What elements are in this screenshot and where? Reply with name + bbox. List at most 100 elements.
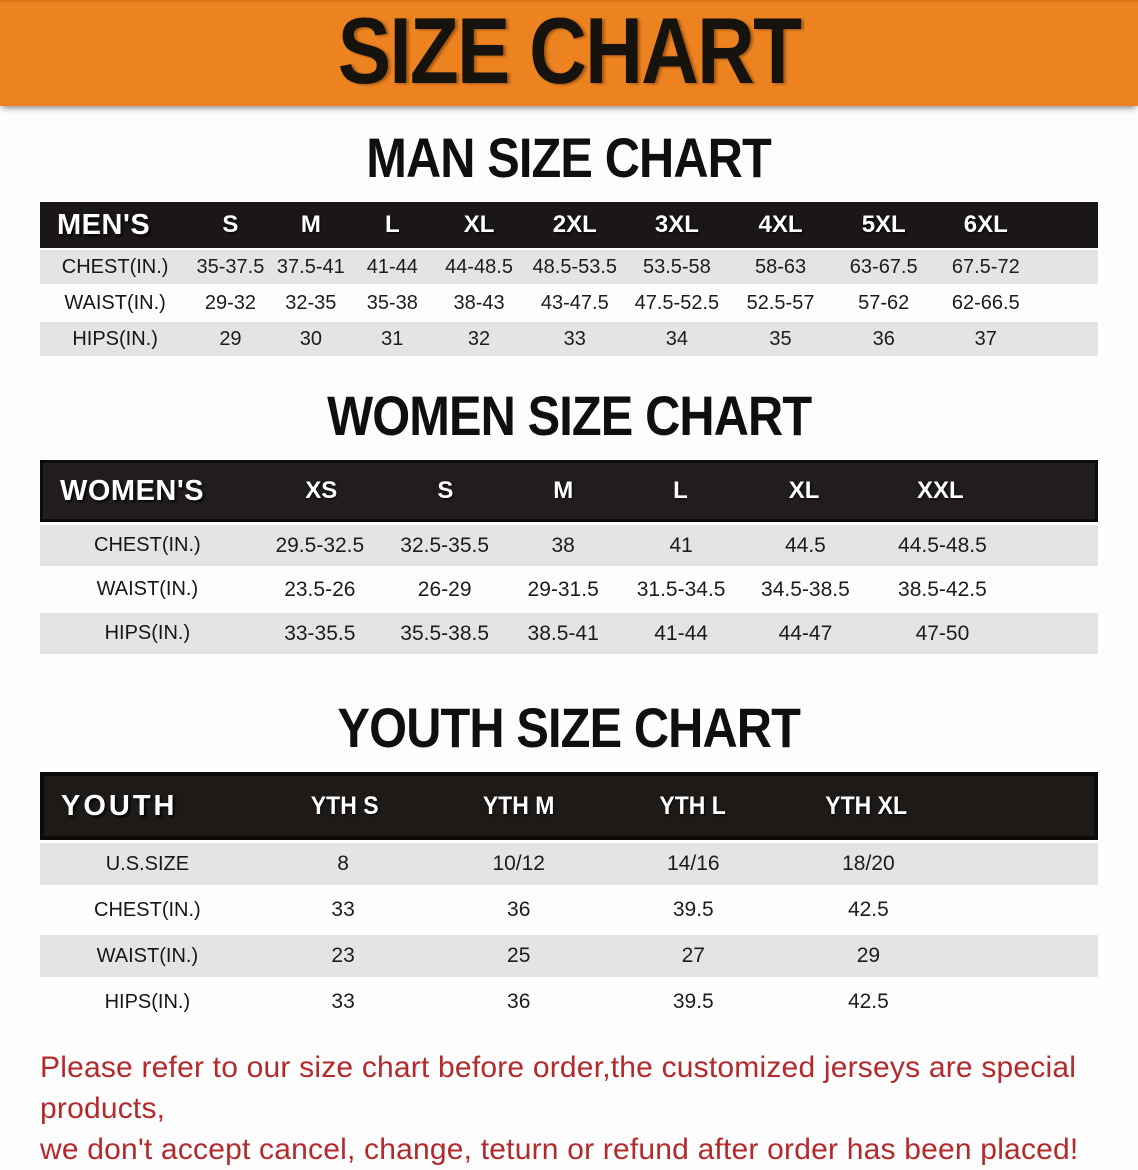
men-heading-text: MAN SIZE CHART [366, 126, 773, 189]
women-chest-row: CHEST(IN.) 29.5-32.5 32.5-35.5 38 41 44.… [40, 525, 1098, 566]
row-label: CHEST(IN.) [61, 255, 169, 278]
cell-value: 29-31.5 [527, 577, 599, 601]
cell-value: 41-44 [366, 255, 418, 278]
cell-value: 29.5-32.5 [275, 533, 365, 557]
women-size-table: WOMEN'S XS S M L XL XXL CHEST(IN.) 29.5-… [40, 460, 1098, 654]
youth-table-header-row: YOUTH YTH S YTH M YTH L YTH XL [40, 772, 1098, 840]
women-size-col-xs: XS [305, 477, 338, 504]
order-policy-note: Please refer to our size chart before or… [40, 1047, 1118, 1170]
youth-heading-text: YOUTH SIZE CHART [337, 696, 801, 759]
cell-value: 33 [331, 990, 355, 1013]
cell-value: 36 [507, 898, 531, 921]
cell-value: 32 [467, 327, 491, 350]
youth-size-col-xl: YTH XL [825, 791, 908, 820]
men-table-header-row: MEN'S S M L XL 2XL 3XL 4XL 5XL 6XL [40, 202, 1098, 248]
row-label: CHEST(IN.) [94, 534, 201, 556]
cell-value: 26-29 [417, 577, 472, 601]
row-label: WAIST(IN.) [96, 944, 199, 967]
cell-value: 48.5-53.5 [532, 255, 618, 278]
cell-value: 53.5-58 [642, 255, 711, 278]
women-hips-row: HIPS(IN.) 33-35.5 35.5-38.5 38.5-41 41-4… [40, 613, 1098, 654]
cell-value: 14/16 [667, 852, 720, 875]
men-size-col-5xl: 5XL [861, 211, 906, 238]
cell-value: 23.5-26 [284, 577, 356, 601]
youth-size-col-s: YTH S [310, 791, 379, 820]
men-size-col-l: L [384, 211, 400, 238]
men-size-col-s: S [222, 211, 239, 238]
banner-title: SIZE CHART [337, 0, 802, 103]
cell-value: 44-48.5 [445, 255, 513, 278]
cell-value: 34 [665, 327, 688, 350]
cell-value: 34.5-38.5 [761, 577, 850, 601]
youth-size-table: YOUTH YTH S YTH M YTH L YTH XL U.S.SIZE … [40, 772, 1098, 1023]
men-hips-row: HIPS(IN.) 29 30 31 32 33 34 35 36 37 [40, 322, 1098, 356]
cell-value: 44.5-48.5 [898, 533, 987, 557]
women-waist-row: WAIST(IN.) 23.5-26 26-29 29-31.5 31.5-34… [40, 569, 1098, 610]
cell-value: 25 [507, 944, 531, 967]
men-size-col-6xl: 6XL [963, 211, 1008, 238]
men-chest-row: CHEST(IN.) 35-37.5 37.5-41 41-44 44-48.5… [40, 250, 1098, 284]
youth-chest-row: CHEST(IN.) 33 36 39.5 42.5 [40, 889, 1098, 931]
cell-value: 32.5-35.5 [400, 533, 490, 557]
women-table-header-row: WOMEN'S XS S M L XL XXL [40, 460, 1098, 522]
men-size-col-3xl: 3XL [654, 211, 699, 238]
youth-table-title: YOUTH [61, 789, 178, 822]
youth-hips-row: HIPS(IN.) 33 36 39.5 42.5 [40, 981, 1098, 1023]
cell-value: 29 [856, 944, 881, 967]
cell-value: 37 [974, 327, 997, 350]
cell-value: 35-37.5 [196, 255, 265, 278]
cell-value: 43-47.5 [540, 291, 609, 314]
men-table-title: MEN'S [57, 208, 151, 241]
cell-value: 29 [219, 327, 242, 350]
cell-value: 18/20 [842, 852, 895, 875]
cell-value: 31.5-34.5 [636, 577, 726, 601]
women-size-col-l: L [673, 477, 688, 504]
youth-section-heading: YOUTH SIZE CHART [0, 700, 1138, 756]
cell-value: 41-44 [654, 621, 708, 645]
women-table-title: WOMEN'S [60, 474, 205, 507]
cell-value: 38-43 [453, 291, 505, 314]
cell-value: 36 [507, 990, 531, 1013]
row-label: HIPS(IN.) [104, 990, 191, 1013]
cell-value: 39.5 [672, 898, 714, 921]
youth-waist-row: WAIST(IN.) 23 25 27 29 [40, 935, 1098, 977]
men-size-col-xl: XL [463, 211, 495, 238]
women-size-col-xl: XL [788, 477, 820, 504]
cell-value: 42.5 [847, 898, 889, 921]
row-label: HIPS(IN.) [72, 327, 158, 350]
cell-value: 31 [381, 327, 404, 350]
cell-value: 8 [337, 852, 349, 875]
women-section-heading: WOMEN SIZE CHART [0, 388, 1138, 444]
cell-value: 38.5-42.5 [898, 577, 987, 601]
cell-value: 35-38 [366, 291, 418, 314]
cell-value: 62-66.5 [951, 291, 1020, 314]
cell-value: 44-47 [778, 621, 833, 645]
cell-value: 37.5-41 [276, 255, 345, 278]
women-heading-text: WOMEN SIZE CHART [326, 384, 812, 447]
order-policy-line-2: we don't accept cancel, change, teturn o… [40, 1133, 1079, 1166]
row-label: CHEST(IN.) [94, 898, 201, 921]
men-size-col-4xl: 4XL [758, 211, 803, 238]
cell-value: 30 [299, 327, 322, 350]
youth-size-col-m: YTH M [483, 791, 555, 820]
row-label: U.S.SIZE [105, 852, 190, 875]
cell-value: 23 [331, 944, 355, 967]
cell-value: 27 [681, 944, 705, 967]
youth-size-col-l: YTH L [659, 791, 726, 820]
cell-value: 35.5-38.5 [400, 621, 490, 645]
cell-value: 63-67.5 [849, 255, 918, 278]
cell-value: 47-50 [915, 621, 970, 645]
men-section-heading: MAN SIZE CHART [0, 130, 1138, 186]
cell-value: 38.5-41 [527, 621, 599, 645]
cell-value: 42.5 [847, 990, 889, 1013]
cell-value: 44.5 [784, 533, 826, 557]
men-size-col-2xl: 2XL [552, 211, 597, 238]
cell-value: 10/12 [492, 852, 545, 875]
cell-value: 33 [563, 327, 586, 350]
women-size-col-s: S [437, 477, 454, 504]
cell-value: 58-63 [754, 255, 807, 278]
men-size-table: MEN'S S M L XL 2XL 3XL 4XL 5XL 6XL CHEST… [40, 202, 1098, 356]
row-label: WAIST(IN.) [64, 291, 166, 314]
cell-value: 47.5-52.5 [634, 291, 720, 314]
cell-value: 41 [669, 533, 693, 557]
